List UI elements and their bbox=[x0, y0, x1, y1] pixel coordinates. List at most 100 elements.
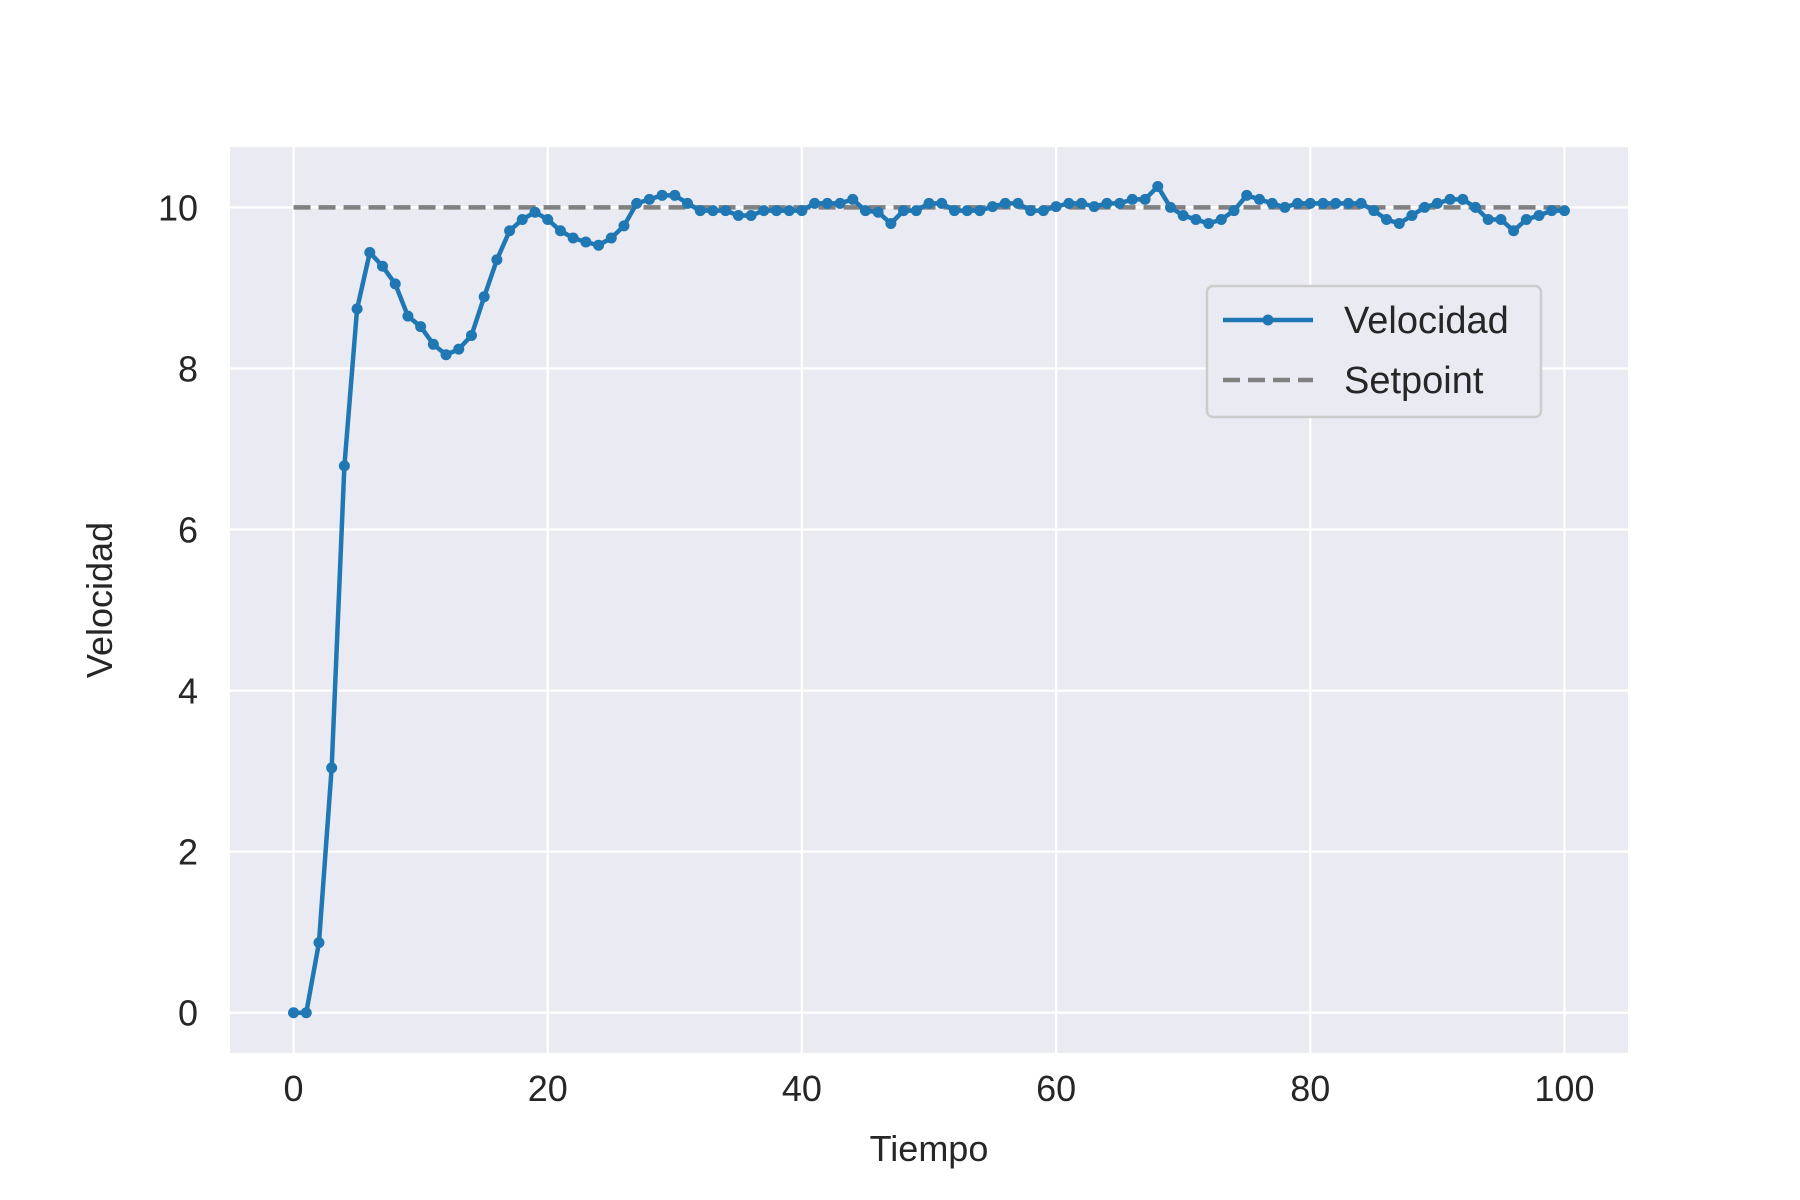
data-point bbox=[974, 205, 986, 217]
data-point bbox=[1279, 201, 1291, 213]
data-point bbox=[1368, 205, 1380, 217]
data-point bbox=[885, 218, 897, 230]
y-axis-label: Velocidad bbox=[79, 522, 120, 678]
data-point bbox=[1037, 205, 1049, 217]
data-point bbox=[1114, 197, 1126, 209]
data-point bbox=[682, 197, 694, 209]
data-point bbox=[656, 189, 668, 201]
data-point bbox=[834, 197, 846, 209]
x-tick-label: 100 bbox=[1534, 1068, 1594, 1109]
data-point bbox=[809, 197, 821, 209]
data-point bbox=[1253, 193, 1265, 205]
data-point bbox=[1431, 197, 1443, 209]
series-layer bbox=[288, 180, 1570, 1019]
legend: Velocidad Setpoint bbox=[1205, 284, 1543, 419]
data-point bbox=[1203, 218, 1215, 230]
data-point bbox=[783, 205, 795, 217]
data-point bbox=[1381, 213, 1393, 225]
x-axis-label: Tiempo bbox=[870, 1128, 989, 1169]
data-point bbox=[796, 205, 808, 217]
data-point bbox=[898, 205, 910, 217]
data-point bbox=[1126, 193, 1138, 205]
data-point bbox=[936, 197, 948, 209]
data-point bbox=[1533, 209, 1545, 221]
data-point bbox=[1228, 205, 1240, 217]
data-point bbox=[440, 349, 452, 361]
data-point bbox=[593, 239, 605, 251]
data-point bbox=[745, 209, 757, 221]
data-point bbox=[1393, 218, 1405, 230]
data-point bbox=[554, 225, 566, 237]
data-point bbox=[1508, 225, 1520, 237]
data-point bbox=[1088, 201, 1100, 213]
data-point bbox=[504, 225, 516, 237]
data-point bbox=[351, 303, 363, 315]
data-point bbox=[1025, 205, 1037, 217]
data-point bbox=[910, 205, 922, 217]
data-point bbox=[694, 205, 706, 217]
data-point bbox=[720, 205, 732, 217]
y-tick-labels: 0 2 4 6 8 10 bbox=[158, 187, 198, 1033]
data-point bbox=[1419, 201, 1431, 213]
data-point bbox=[618, 220, 630, 232]
data-point bbox=[1215, 213, 1227, 225]
data-point bbox=[758, 205, 770, 217]
data-point bbox=[1292, 197, 1304, 209]
data-point bbox=[1330, 197, 1342, 209]
data-point bbox=[427, 338, 439, 350]
x-tick-labels: 0 20 40 60 80 100 bbox=[284, 1068, 1595, 1109]
data-point bbox=[923, 197, 935, 209]
data-point bbox=[707, 205, 719, 217]
data-point bbox=[605, 232, 617, 244]
data-point bbox=[542, 213, 554, 225]
data-point bbox=[1177, 209, 1189, 221]
data-point bbox=[313, 937, 325, 949]
legend-marker-velocidad bbox=[1262, 314, 1274, 326]
data-point bbox=[465, 329, 477, 341]
data-point bbox=[1076, 197, 1088, 209]
data-point bbox=[643, 193, 655, 205]
data-point bbox=[326, 762, 338, 774]
data-point bbox=[961, 205, 973, 217]
data-point bbox=[338, 460, 350, 472]
data-point bbox=[1101, 197, 1113, 209]
legend-label-setpoint: Setpoint bbox=[1344, 360, 1484, 402]
data-point bbox=[1317, 197, 1329, 209]
data-point bbox=[453, 343, 465, 355]
x-tick-label: 40 bbox=[782, 1068, 822, 1109]
data-point bbox=[1152, 180, 1164, 192]
data-point bbox=[1355, 197, 1367, 209]
data-point bbox=[999, 197, 1011, 209]
data-point bbox=[1495, 213, 1507, 225]
grid-lines bbox=[230, 147, 1628, 1053]
data-point bbox=[1558, 205, 1570, 217]
data-point bbox=[491, 254, 503, 266]
data-point bbox=[1304, 197, 1316, 209]
data-point bbox=[478, 291, 490, 303]
data-point bbox=[1063, 197, 1075, 209]
plot-area bbox=[230, 147, 1628, 1053]
data-point bbox=[1241, 189, 1253, 201]
data-point bbox=[669, 189, 681, 201]
data-point bbox=[415, 321, 427, 333]
x-tick-label: 60 bbox=[1036, 1068, 1076, 1109]
data-point bbox=[1546, 205, 1558, 217]
data-point bbox=[567, 232, 579, 244]
data-point bbox=[1266, 197, 1278, 209]
data-point bbox=[364, 246, 376, 258]
data-point bbox=[1012, 197, 1024, 209]
y-tick-label: 4 bbox=[178, 671, 198, 712]
data-point bbox=[389, 278, 401, 290]
data-point bbox=[377, 260, 389, 272]
x-tick-label: 20 bbox=[528, 1068, 568, 1109]
data-point bbox=[1482, 213, 1494, 225]
x-tick-label: 80 bbox=[1290, 1068, 1330, 1109]
y-tick-label: 2 bbox=[178, 832, 198, 873]
y-tick-label: 10 bbox=[158, 187, 198, 228]
data-point bbox=[1444, 193, 1456, 205]
data-point bbox=[402, 310, 414, 322]
data-point bbox=[1164, 201, 1176, 213]
data-point bbox=[1050, 201, 1062, 213]
data-point bbox=[529, 206, 541, 218]
